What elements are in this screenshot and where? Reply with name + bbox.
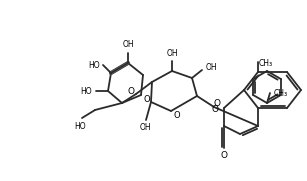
Text: O: O <box>173 110 180 119</box>
Text: HO: HO <box>74 122 86 131</box>
Text: O: O <box>127 87 134 96</box>
Text: OH: OH <box>122 40 134 49</box>
Text: HO: HO <box>88 60 100 70</box>
Text: CH₃: CH₃ <box>274 89 288 98</box>
Text: HO: HO <box>80 87 92 96</box>
Text: OH: OH <box>166 49 178 58</box>
Text: OH: OH <box>206 64 218 73</box>
Text: CH₃: CH₃ <box>259 60 273 68</box>
Text: O: O <box>213 100 220 108</box>
Text: O: O <box>220 150 227 159</box>
Text: O: O <box>212 106 219 115</box>
Text: O: O <box>143 94 150 104</box>
Text: OH: OH <box>139 123 151 132</box>
